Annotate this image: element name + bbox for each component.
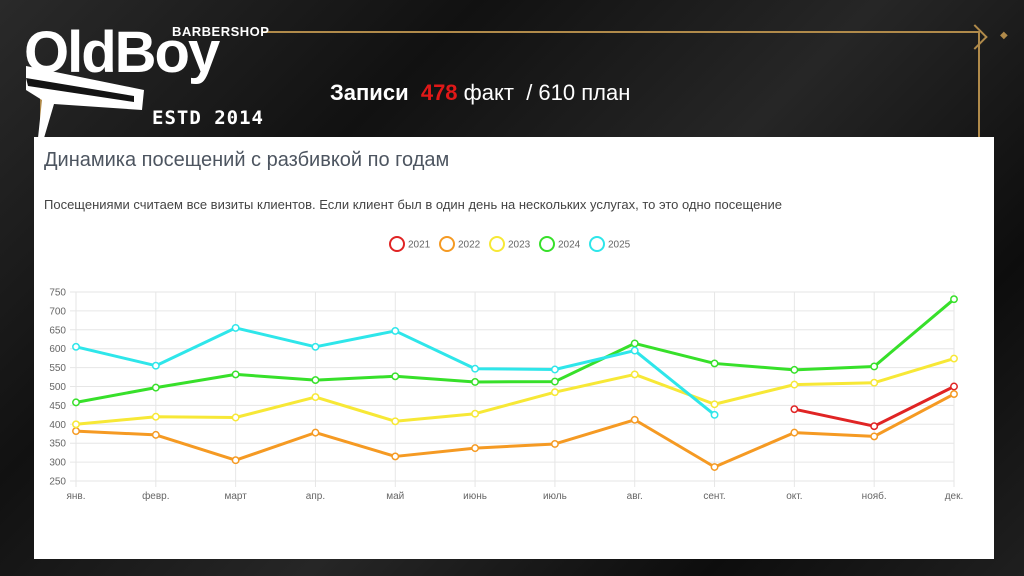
data-point-2025 xyxy=(550,365,559,374)
data-point-2024 xyxy=(471,378,480,386)
x-tick-label: март xyxy=(224,491,247,502)
brand-subtitle: BARBERSHOP xyxy=(172,24,270,39)
x-tick-label: авг. xyxy=(627,491,643,502)
data-point-2025 xyxy=(151,361,160,370)
chart-panel: Динамика посещений с разбивкой по годам … xyxy=(34,137,994,559)
data-point-2022 xyxy=(72,427,80,436)
x-tick-label: янв. xyxy=(66,491,85,502)
data-point-2022 xyxy=(550,440,559,448)
legend-label-2024: 2024 xyxy=(558,240,581,251)
data-point-2024 xyxy=(790,365,799,374)
data-point-2021 xyxy=(790,405,799,414)
series-line-2022 xyxy=(75,392,955,469)
x-tick-label: сент. xyxy=(703,491,725,502)
series-line-2024 xyxy=(75,298,955,404)
data-point-2023 xyxy=(710,400,719,409)
legend-label-2021: 2021 xyxy=(408,240,431,251)
chart-subtitle: Посещениями считаем все визиты клиентов.… xyxy=(44,197,782,212)
bookings-fact-value: 478 xyxy=(420,80,458,105)
data-point-2025 xyxy=(630,346,639,355)
y-tick-label: 750 xyxy=(49,288,66,299)
y-tick-label: 250 xyxy=(49,477,66,488)
y-tick-label: 350 xyxy=(49,439,66,450)
chart-title: Динамика посещений с разбивкой по годам xyxy=(44,149,450,171)
data-point-2021 xyxy=(950,382,958,391)
legend-label-2025: 2025 xyxy=(608,240,631,251)
y-tick-label: 400 xyxy=(49,420,66,431)
data-point-2025 xyxy=(471,364,480,373)
legend-marker-2021 xyxy=(389,236,405,252)
brand-logo: OldBoy BARBERSHOP ESTD 2014 xyxy=(24,18,269,138)
data-point-2025 xyxy=(391,326,400,335)
data-point-2022 xyxy=(790,428,799,437)
data-point-2023 xyxy=(950,354,958,363)
data-point-2024 xyxy=(950,295,958,304)
brand-established: ESTD 2014 xyxy=(152,107,264,129)
y-tick-label: 550 xyxy=(49,363,66,374)
y-tick-label: 500 xyxy=(49,382,66,393)
data-point-2025 xyxy=(710,410,719,419)
data-point-2025 xyxy=(311,342,320,351)
series-line-2023 xyxy=(75,357,955,426)
x-tick-label: июль xyxy=(543,491,567,502)
x-tick-label: апр. xyxy=(306,491,325,502)
legend-marker-2025 xyxy=(589,236,605,252)
data-point-2023 xyxy=(790,380,799,389)
data-point-2022 xyxy=(950,390,958,399)
data-point-2025 xyxy=(231,323,240,332)
data-point-2023 xyxy=(311,393,320,402)
legend-marker-2024 xyxy=(539,236,555,252)
data-point-2023 xyxy=(72,420,80,429)
data-point-2021 xyxy=(870,422,879,431)
data-point-2023 xyxy=(151,412,160,421)
data-point-2024 xyxy=(72,398,80,407)
data-point-2023 xyxy=(550,388,559,397)
data-point-2024 xyxy=(311,376,320,385)
data-point-2023 xyxy=(391,417,400,426)
data-point-2022 xyxy=(391,452,400,461)
data-point-2024 xyxy=(870,362,879,371)
y-tick-label: 600 xyxy=(49,344,66,355)
bookings-plan: / 610 план xyxy=(526,80,631,105)
data-point-2024 xyxy=(151,383,160,392)
data-point-2024 xyxy=(550,377,559,386)
bookings-label: Записи xyxy=(330,80,409,105)
bookings-fact-word: факт xyxy=(463,80,514,105)
data-point-2024 xyxy=(710,359,719,368)
data-point-2025 xyxy=(72,342,80,351)
data-point-2022 xyxy=(630,415,639,424)
x-tick-label: дек. xyxy=(945,491,964,502)
data-point-2023 xyxy=(231,413,240,422)
y-tick-label: 650 xyxy=(49,325,66,336)
data-point-2022 xyxy=(471,444,480,453)
decorative-diamond-icon: ◆ xyxy=(1000,30,1008,41)
data-point-2024 xyxy=(231,370,240,379)
data-point-2024 xyxy=(630,339,639,348)
data-point-2022 xyxy=(151,430,160,439)
data-point-2023 xyxy=(630,370,639,379)
x-tick-label: июнь xyxy=(463,491,487,502)
bookings-summary: Записи 478 факт / 610 план xyxy=(330,80,630,106)
y-tick-label: 300 xyxy=(49,458,66,469)
data-point-2022 xyxy=(870,432,879,441)
data-point-2023 xyxy=(870,378,879,387)
decorative-frame xyxy=(262,31,980,143)
data-point-2022 xyxy=(311,428,320,437)
legend-marker-2023 xyxy=(489,236,505,252)
legend-label-2023: 2023 xyxy=(508,240,531,251)
legend-marker-2022 xyxy=(439,236,455,252)
x-tick-label: нояб. xyxy=(862,490,887,502)
x-tick-label: окт. xyxy=(786,491,802,502)
legend-label-2022: 2022 xyxy=(458,240,481,251)
data-point-2022 xyxy=(710,463,719,471)
razor-icon xyxy=(26,66,144,138)
data-point-2023 xyxy=(471,409,480,418)
line-chart: 250 300 350 400 450 500 550 600 650 700 750 янв. фев… xyxy=(49,236,964,502)
data-point-2024 xyxy=(391,372,400,381)
x-tick-label: май xyxy=(386,491,404,502)
data-point-2022 xyxy=(231,456,240,465)
y-tick-label: 700 xyxy=(49,306,66,317)
x-tick-label: февр. xyxy=(142,490,169,502)
y-tick-label: 450 xyxy=(49,401,66,412)
